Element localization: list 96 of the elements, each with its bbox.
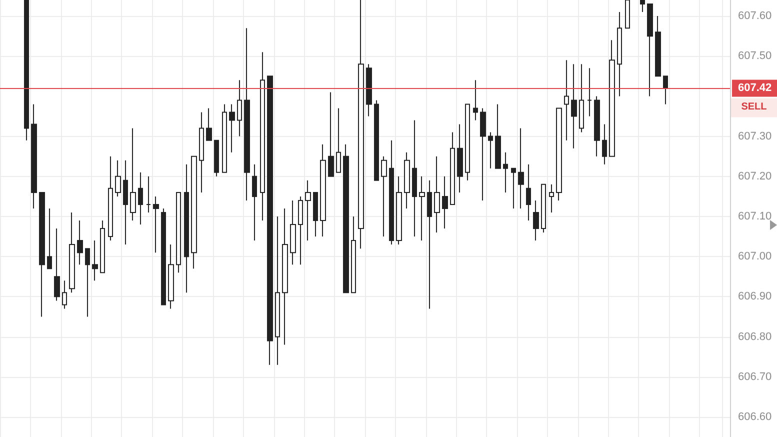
- candlestick: [328, 92, 334, 177]
- candlestick: [168, 244, 174, 310]
- candlestick: [305, 180, 311, 242]
- candlestick: [419, 176, 425, 242]
- candlestick: [115, 160, 121, 197]
- candlestick: [69, 212, 75, 294]
- candlestick: [450, 132, 455, 205]
- candlestick: [108, 156, 113, 242]
- candlestick: [663, 76, 668, 105]
- y-tick-label: 607.00: [738, 250, 772, 263]
- candlestick: [199, 112, 204, 193]
- candlestick: [100, 220, 105, 274]
- candlestick: [533, 200, 539, 242]
- candlestick: [336, 108, 341, 173]
- candlestick: [503, 152, 508, 193]
- candlestick: [526, 164, 531, 222]
- candlestick: [123, 160, 128, 246]
- candlestick: [320, 144, 326, 238]
- candlestick: [442, 176, 448, 230]
- candlestick: [389, 140, 394, 246]
- candlestick: [647, 4, 653, 97]
- candlestick: [518, 128, 524, 209]
- y-tick-label: 607.50: [738, 50, 772, 62]
- candlestick: [31, 104, 37, 209]
- candlestick: [571, 64, 577, 149]
- y-tick-label: 607.20: [738, 170, 772, 182]
- candlestick: [381, 156, 387, 238]
- candlestick: [602, 124, 607, 165]
- candlestick: [153, 196, 159, 254]
- candlestick: [92, 240, 98, 282]
- candlestick: [343, 144, 349, 294]
- candlestick: [427, 180, 432, 310]
- candlestick: [214, 140, 219, 177]
- candlestick: [54, 228, 60, 302]
- y-tick-label: 607.30: [738, 130, 772, 142]
- candlestick: [556, 108, 562, 201]
- candlestick: [594, 96, 600, 157]
- y-tick-label: 606.70: [738, 370, 772, 383]
- candlestick: [77, 220, 83, 266]
- candlestick: [24, 0, 29, 141]
- candlestick: [366, 64, 372, 117]
- y-tick-label: 606.60: [738, 410, 772, 423]
- candlestick: [222, 104, 227, 173]
- candlestick: [488, 132, 493, 169]
- candlestick: [617, 12, 622, 97]
- candlestick: [313, 192, 318, 238]
- candlestick: [655, 16, 661, 77]
- candlestick: [480, 108, 486, 201]
- candlestick: [275, 216, 280, 366]
- candlestick: [587, 68, 592, 117]
- candlestick: [138, 172, 143, 226]
- candlestick: [260, 52, 265, 222]
- candlestick: [252, 164, 257, 242]
- candlestick: [564, 60, 569, 141]
- candlestick: [267, 76, 273, 366]
- candlestick: [47, 208, 52, 270]
- candlestick: [457, 124, 463, 193]
- candlestick: [244, 28, 250, 201]
- candlestick: [161, 208, 166, 306]
- candlestick: [191, 156, 197, 270]
- y-tick-label: 607.60: [738, 10, 772, 22]
- ref-line-label: 607.42: [738, 82, 772, 94]
- candlestick: [511, 168, 516, 209]
- candlestick: [541, 184, 546, 234]
- candlestick: [146, 176, 151, 213]
- candlestick: [609, 40, 615, 157]
- candlestick: [229, 104, 235, 153]
- candlestick: [206, 108, 212, 141]
- candlestick: [130, 128, 136, 222]
- candlestick: [579, 64, 584, 133]
- y-tick-label: 607.10: [738, 210, 772, 222]
- candlestick: [625, 0, 630, 29]
- candlestick: [237, 80, 242, 137]
- candlestick: [434, 156, 440, 234]
- candlestick: [298, 196, 303, 266]
- candlestick: [396, 176, 402, 246]
- candlestick: [495, 104, 501, 169]
- candlestick: [473, 80, 478, 121]
- candlestick: [85, 248, 90, 318]
- candlestick: [62, 280, 67, 310]
- candlestick: [351, 216, 356, 294]
- candlestick: [184, 164, 189, 294]
- candlestick: [549, 184, 554, 213]
- y-tick-label: 606.90: [738, 290, 772, 303]
- candlestick: [358, 0, 364, 250]
- candlestick: [290, 200, 296, 266]
- candlestick: [176, 192, 181, 274]
- text: SELL: [741, 102, 767, 113]
- candlestick: [412, 120, 417, 238]
- candlestick: [404, 152, 410, 209]
- y-tick-label: 606.80: [738, 330, 772, 343]
- candlestick: [374, 100, 379, 181]
- candlestick: [39, 192, 45, 318]
- candlestick: [465, 104, 470, 181]
- candlestick: [282, 208, 288, 346]
- candlestick: [640, 0, 645, 13]
